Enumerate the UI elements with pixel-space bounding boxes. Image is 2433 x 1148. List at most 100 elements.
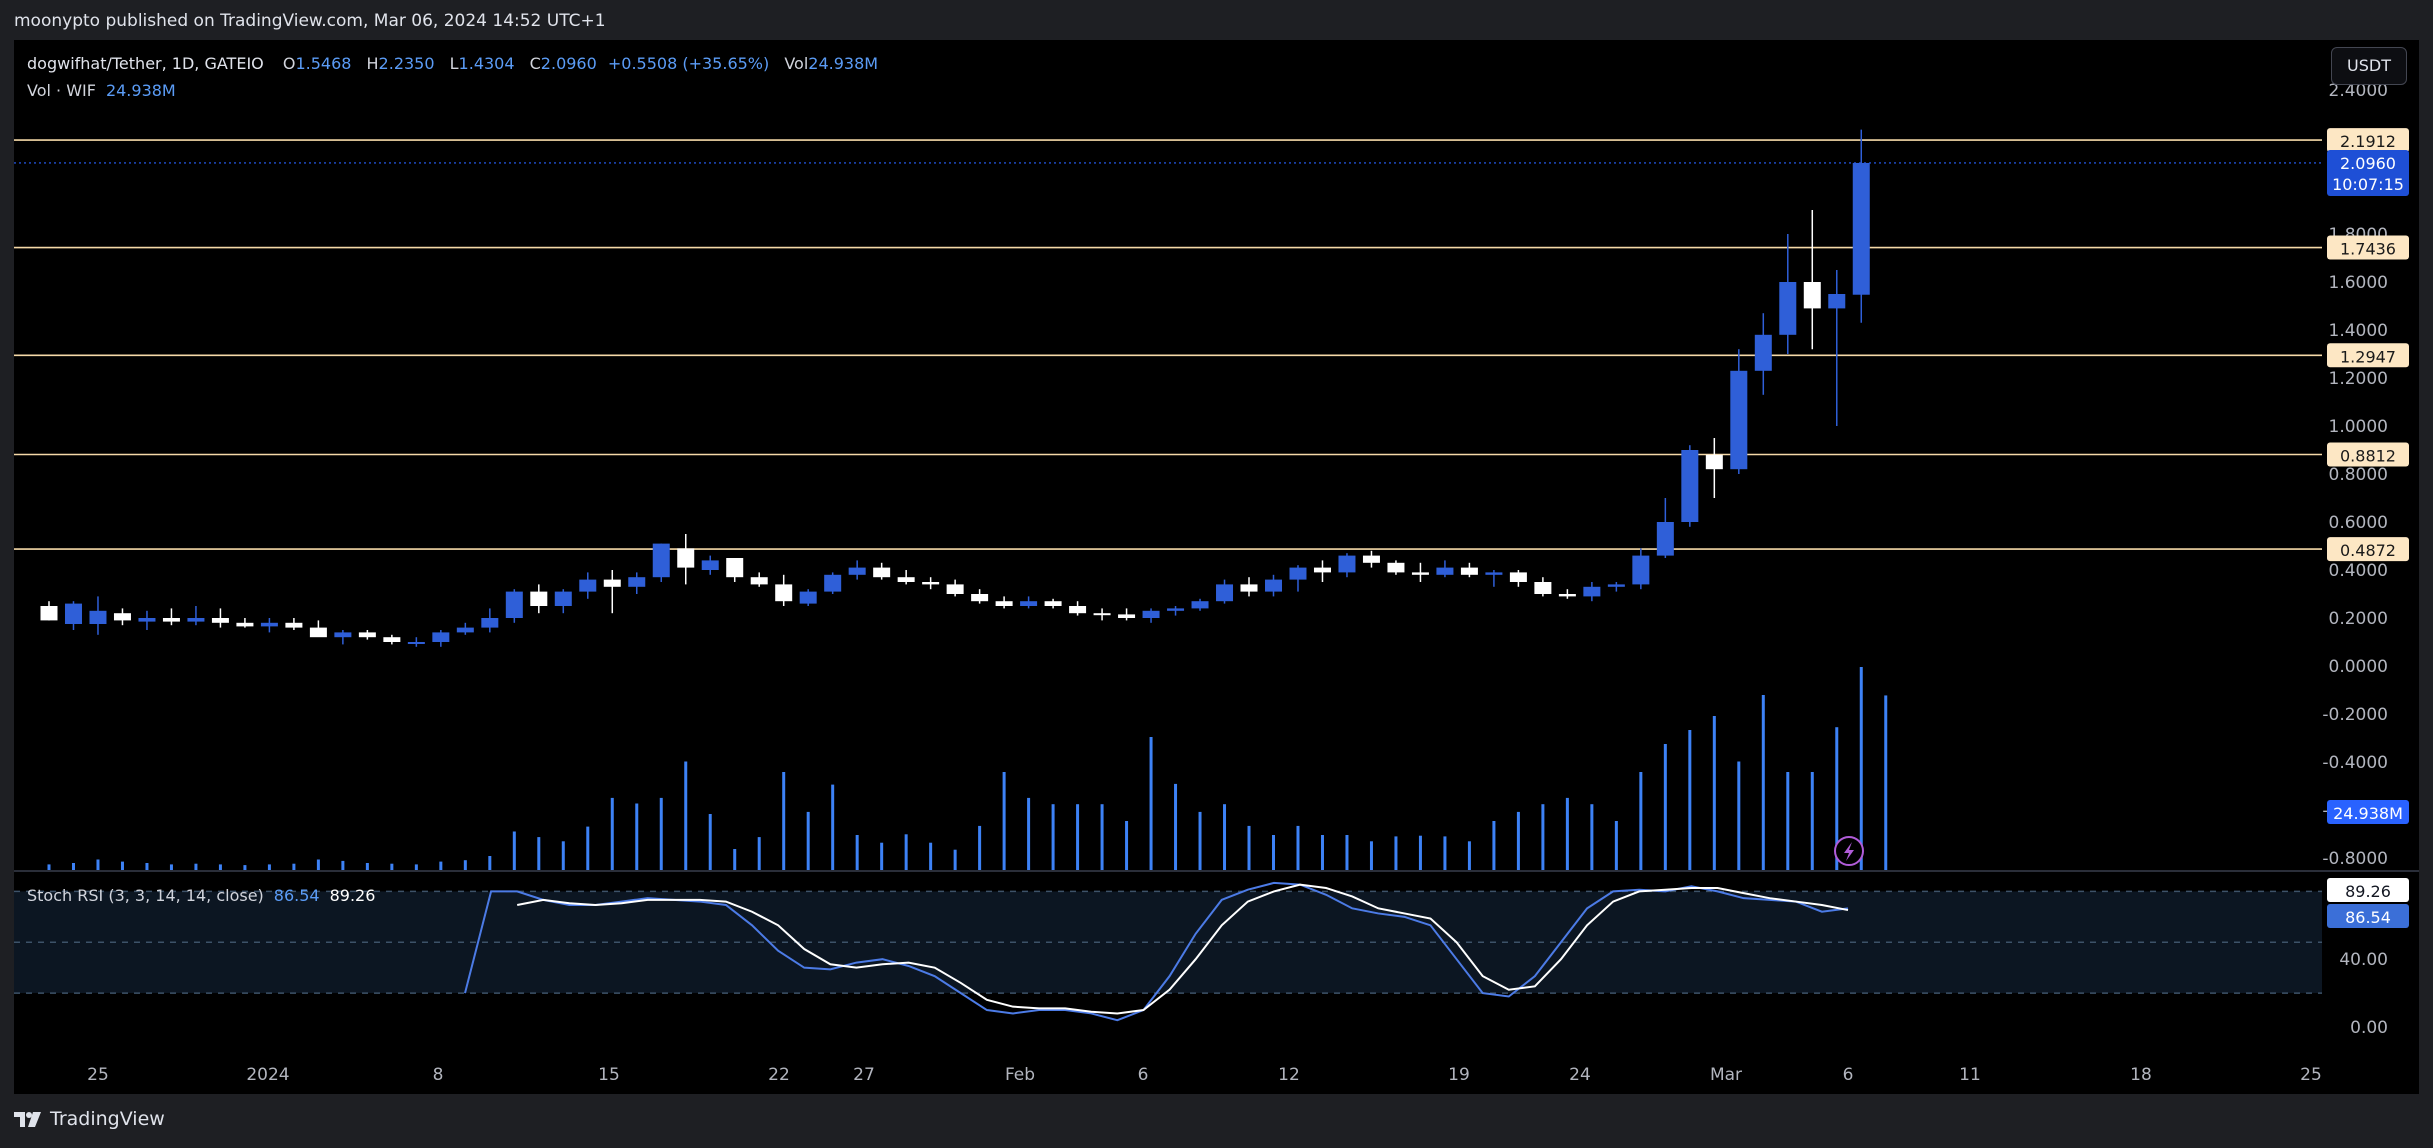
date-axis-label: 15: [598, 1065, 620, 1085]
candle-up: [1167, 608, 1185, 611]
currency-button[interactable]: USDT: [2331, 47, 2407, 85]
symbol-legend[interactable]: dogwifhat/Tether, 1D, GATEIO O1.5468 H2.…: [27, 54, 878, 73]
volume-bar: [1394, 836, 1398, 870]
volume-bar: [1443, 836, 1447, 870]
candle-up: [1632, 555, 1650, 585]
volume-bar: [953, 849, 957, 870]
high-value: 2.2350: [378, 54, 435, 73]
candle-down: [603, 579, 621, 587]
high-label: H: [366, 54, 379, 73]
volume-bar: [1737, 761, 1741, 870]
candle-down: [1558, 594, 1576, 597]
candle-down: [1240, 584, 1258, 592]
lightning-icon: [1834, 836, 1864, 866]
volume-bar: [1810, 772, 1814, 870]
candle-down: [1411, 572, 1429, 575]
volume-bar: [1100, 804, 1104, 870]
volume-bar: [1761, 695, 1765, 870]
level-badge-bg: [2327, 343, 2409, 368]
tradingview-brand: TradingView: [50, 1108, 165, 1130]
candle-up: [1436, 567, 1454, 575]
tradingview-logo[interactable]: TradingView: [14, 1108, 165, 1130]
candle-up: [848, 567, 866, 575]
candle-up: [260, 622, 278, 627]
candle-up: [628, 577, 646, 587]
volume-bar: [1149, 737, 1153, 870]
open-value: 1.5468: [295, 54, 352, 73]
level-badge: 2.1912: [2327, 128, 2409, 153]
candle-up: [1730, 370, 1748, 470]
level-badge-text: 0.4872: [2340, 541, 2396, 560]
volume-bar: [96, 859, 100, 870]
volume-bar: [439, 861, 443, 870]
price-axis-label: 0.8000: [2329, 465, 2388, 485]
volume-bar: [1418, 835, 1422, 870]
candle-down: [383, 637, 401, 642]
volume-bar: [1663, 744, 1667, 870]
volume-bar: [1174, 783, 1178, 870]
volume-legend[interactable]: Vol · WIF 24.938M: [27, 81, 176, 100]
level-badge: 0.8812: [2327, 442, 2409, 467]
volume-bar: [1712, 716, 1716, 870]
volume-label: Vol: [784, 54, 809, 73]
candle-up: [1754, 334, 1772, 371]
candle-up: [1828, 294, 1846, 309]
volume-bar: [194, 863, 198, 870]
volume-bar: [1272, 835, 1275, 870]
close-label: C: [529, 54, 541, 73]
level-badge-bg: [2327, 235, 2409, 260]
candle-up: [1852, 162, 1870, 295]
volume-bar: [904, 834, 908, 870]
volume-bar: [1369, 841, 1373, 870]
level-badge: 1.7436: [2327, 235, 2409, 260]
volume-bar: [684, 761, 688, 870]
volume-bar: [1345, 835, 1349, 870]
stoch-rsi-legend[interactable]: Stoch RSI (3, 3, 14, 14, close) 86.54 89.2…: [27, 886, 375, 905]
date-axis-label: 18: [2130, 1065, 2152, 1085]
volume-bar: [1198, 811, 1202, 870]
close-value: 2.0960: [540, 54, 597, 73]
candle-down: [358, 632, 376, 638]
candle-down: [211, 618, 229, 623]
candle-up: [799, 591, 817, 604]
volume-bar: [806, 811, 810, 870]
candle-down: [995, 601, 1013, 606]
bottom-bar: [0, 1094, 2433, 1148]
volume-badge-text: 24.938M: [2333, 804, 2403, 823]
price-axis-label: -0.4000: [2322, 753, 2388, 773]
volume-bar: [243, 865, 247, 870]
date-axis-label: 2024: [246, 1065, 289, 1085]
date-axis-label: 12: [1278, 1065, 1300, 1085]
candle-down: [1460, 567, 1478, 575]
level-badge: 1.2947: [2327, 343, 2409, 368]
price-axis-label: 1.2000: [2329, 369, 2388, 389]
candle-up: [1191, 601, 1209, 609]
price-axis-label: -0.2000: [2322, 705, 2388, 725]
date-axis-label: 6: [1138, 1065, 1149, 1085]
candle-up: [579, 579, 597, 592]
date-axis-label: 25: [87, 1065, 109, 1085]
candle-down: [1069, 606, 1087, 614]
level-badge-text: 0.8812: [2340, 447, 2396, 466]
volume-bar: [1223, 804, 1227, 870]
candle-down: [530, 591, 548, 606]
date-axis-label: 24: [1569, 1065, 1591, 1085]
volume-bar: [1639, 772, 1643, 870]
volume-bar: [267, 864, 271, 870]
volume-bar: [1320, 835, 1324, 870]
candle-down: [726, 558, 744, 578]
volume-bar: [1467, 841, 1471, 870]
volume-bar: [1590, 804, 1594, 870]
candle-up: [701, 560, 719, 570]
stoch-d-badge-bg: [2327, 878, 2409, 902]
volume-bar: [145, 863, 149, 870]
candle-down: [40, 606, 58, 621]
candle-down: [1705, 454, 1723, 470]
date-axis-label: 27: [853, 1065, 875, 1085]
volume-bar: [880, 842, 884, 870]
symbol-name[interactable]: dogwifhat/Tether, 1D, GATEIO: [27, 54, 264, 73]
stoch-d-line: [516, 883, 1849, 1015]
volume-bar: [390, 863, 394, 870]
candle-up: [64, 603, 82, 624]
